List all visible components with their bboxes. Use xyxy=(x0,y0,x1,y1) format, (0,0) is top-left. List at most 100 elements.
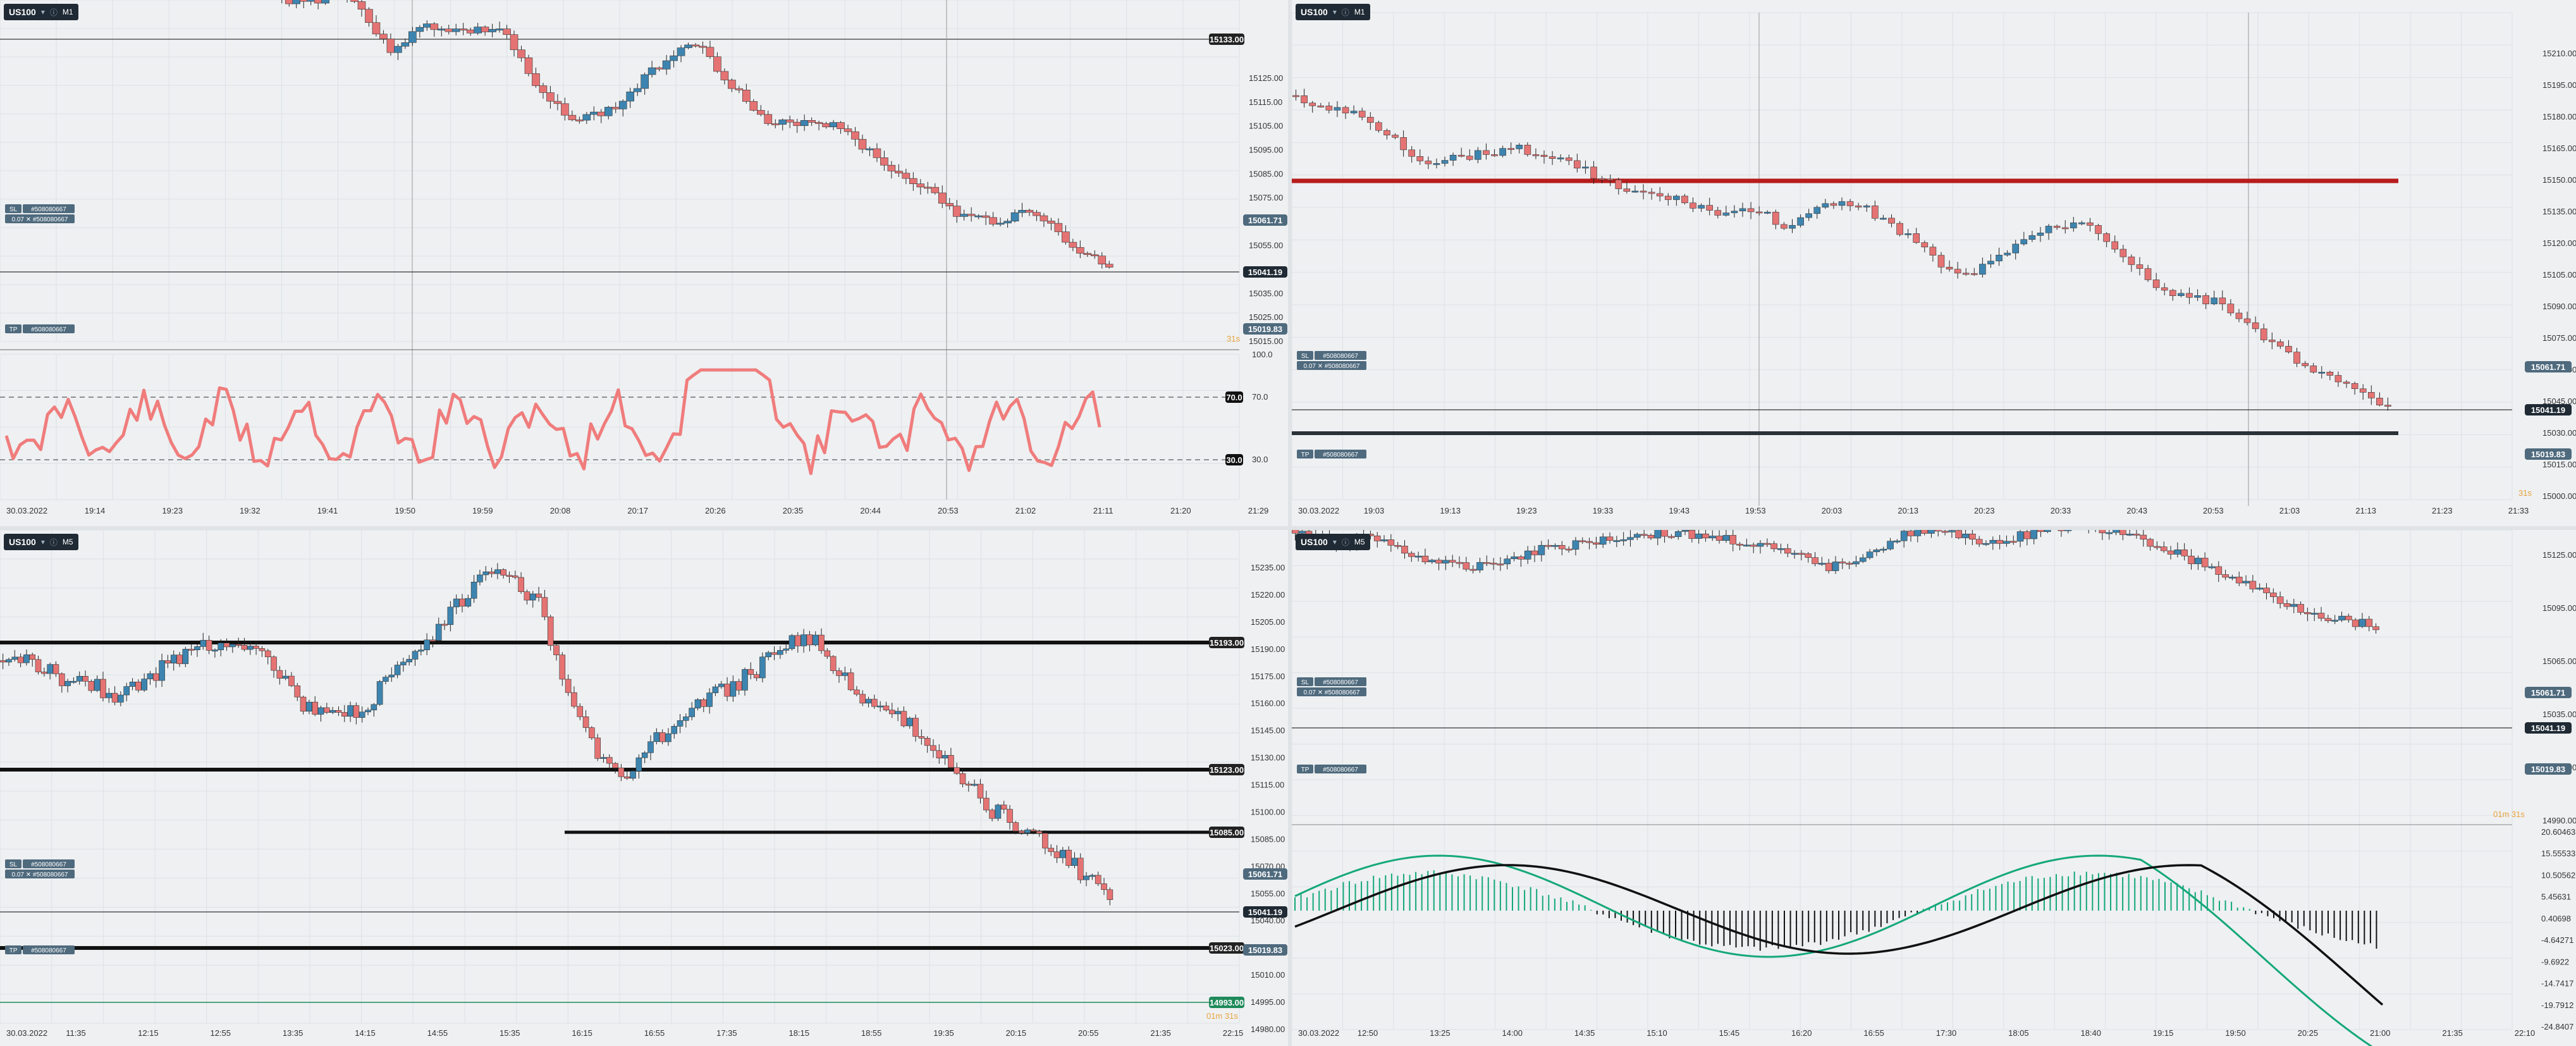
candle xyxy=(1083,253,1092,255)
chevron-down-icon[interactable]: ▾ xyxy=(1332,538,1337,546)
candle xyxy=(1934,530,1942,532)
x-tick-label: 21:02 xyxy=(1015,506,1036,515)
chart-canvas[interactable]: 15193.00 15123.00 15085.00 15023.00 14993.00… xyxy=(0,530,1288,1046)
candle xyxy=(2285,346,2292,353)
timeframe-label[interactable]: M5 xyxy=(1354,538,1365,546)
x-tick-label: 19:35 xyxy=(933,1028,954,1038)
candle xyxy=(1928,530,1935,534)
level-price-badge-bg xyxy=(1209,34,1244,45)
candle xyxy=(2326,372,2334,376)
y-tick-label: 15095.00 xyxy=(2542,603,2576,613)
osc-level-label: 100.0 xyxy=(1252,350,1273,359)
chevron-down-icon[interactable]: ▾ xyxy=(40,8,45,16)
candle xyxy=(2208,566,2216,569)
candle xyxy=(1747,208,1755,212)
candle xyxy=(1518,557,1524,560)
candle xyxy=(1813,207,1821,214)
x-tick-label: 16:55 xyxy=(1863,1028,1884,1038)
horizontal-divider[interactable] xyxy=(0,526,2576,530)
symbol-toolbar[interactable]: US100 ▾ ⓘ M5 xyxy=(4,534,78,550)
chart-canvas[interactable]: 15210.00 15195.00 15180.00 15165.00 15150.00… xyxy=(1292,0,2576,526)
osc-badge-bg xyxy=(1225,454,1243,465)
candle xyxy=(1873,550,1880,552)
x-tick-label: 19:41 xyxy=(317,506,338,515)
candle xyxy=(6,659,12,663)
vertical-divider[interactable] xyxy=(1288,0,1292,1046)
candle xyxy=(618,101,627,109)
candle xyxy=(271,656,277,671)
candle xyxy=(895,171,903,174)
x-tick-label: 14:35 xyxy=(1574,1028,1595,1038)
candle xyxy=(2058,530,2065,531)
chart-canvas[interactable]: 15125.0015095.0015065.0015035.0015005.00… xyxy=(1292,530,2576,1046)
y-tick-label: 15190.00 xyxy=(1251,644,1285,654)
candle xyxy=(2310,613,2318,615)
candle xyxy=(1688,530,1696,539)
candle xyxy=(2359,388,2367,393)
candle xyxy=(918,736,925,739)
chart-panel-top-right[interactable]: US100 ▾ ⓘ M1 15210.00 15195.00 15180.00 151… xyxy=(1292,0,2576,526)
x-tick-label: 16:15 xyxy=(572,1028,592,1038)
candle xyxy=(854,689,860,695)
candle xyxy=(247,646,254,650)
candle xyxy=(495,28,504,30)
chart-panel-bottom-left[interactable]: US100 ▾ ⓘ M5 15193.00 15123.00 15085.00 150… xyxy=(0,530,1288,1046)
timeframe-label[interactable]: M1 xyxy=(1354,8,1365,16)
candle xyxy=(936,750,943,759)
info-icon[interactable]: ⓘ xyxy=(49,8,58,17)
candle xyxy=(590,111,598,115)
candle xyxy=(129,682,136,687)
candle xyxy=(94,679,101,691)
timeframe-label[interactable]: M5 xyxy=(62,538,73,546)
x-tick-label: 15:45 xyxy=(1719,1028,1740,1038)
candle xyxy=(1491,154,1498,156)
candle xyxy=(1929,247,1937,255)
candle xyxy=(1012,822,1019,832)
chevron-down-icon[interactable]: ▾ xyxy=(40,538,45,546)
candle xyxy=(408,31,417,43)
candle xyxy=(465,598,472,606)
x-tick-label: 21:20 xyxy=(1170,506,1191,515)
candle xyxy=(47,664,53,674)
candle xyxy=(2297,604,2304,613)
info-icon[interactable]: ⓘ xyxy=(49,538,58,547)
chevron-down-icon[interactable]: ▾ xyxy=(1332,8,1337,16)
candle xyxy=(1654,530,1662,539)
sl-price-badge-bg xyxy=(1243,214,1287,226)
y-tick-label: 15180.00 xyxy=(2542,112,2576,121)
candle xyxy=(2242,581,2250,584)
order-id: #508080667 xyxy=(31,947,66,954)
candle xyxy=(2338,615,2345,620)
symbol-toolbar[interactable]: US100 ▾ ⓘ M1 xyxy=(4,4,78,20)
candle xyxy=(1615,180,1622,189)
candle xyxy=(670,55,678,61)
candle xyxy=(1538,545,1545,555)
candle xyxy=(1298,531,1306,534)
candle xyxy=(1511,557,1518,560)
candle xyxy=(1042,833,1048,849)
candle xyxy=(2318,372,2326,374)
candle xyxy=(785,120,794,123)
candle xyxy=(1018,830,1025,834)
candle xyxy=(793,121,801,126)
candle xyxy=(307,0,315,2)
timeframe-label[interactable]: M1 xyxy=(62,8,73,16)
candle xyxy=(1996,539,2003,544)
candle xyxy=(1640,190,1647,193)
symbol-toolbar[interactable]: US100 ▾ ⓘ M5 xyxy=(1296,534,1370,550)
candle xyxy=(895,711,901,715)
info-icon[interactable]: ⓘ xyxy=(1341,538,1349,547)
order-id-bg xyxy=(23,945,75,954)
chart-panel-top-left[interactable]: US100 ▾ ⓘ M1 15133.00 15125.00 15115.00 151… xyxy=(0,0,1288,526)
chart-panel-bottom-right[interactable]: US100 ▾ ⓘ M5 15125.00 15095.00 15065.00 150… xyxy=(1292,530,2576,1046)
y-tick-label: -9.6922 xyxy=(2541,957,2569,966)
y-tick-label: 15035.00 xyxy=(1249,288,1283,298)
symbol-toolbar[interactable]: US100 ▾ ⓘ M1 xyxy=(1296,4,1370,20)
info-icon[interactable]: ⓘ xyxy=(1341,8,1349,17)
candle xyxy=(329,710,336,713)
candle xyxy=(2277,341,2284,347)
candle xyxy=(1408,553,1415,557)
current-price-badge-bg xyxy=(1243,906,1287,918)
chart-canvas[interactable]: 15133.00 15125.00 15115.00 15105.00 15095.00… xyxy=(0,0,1288,526)
candle xyxy=(1565,548,1573,551)
